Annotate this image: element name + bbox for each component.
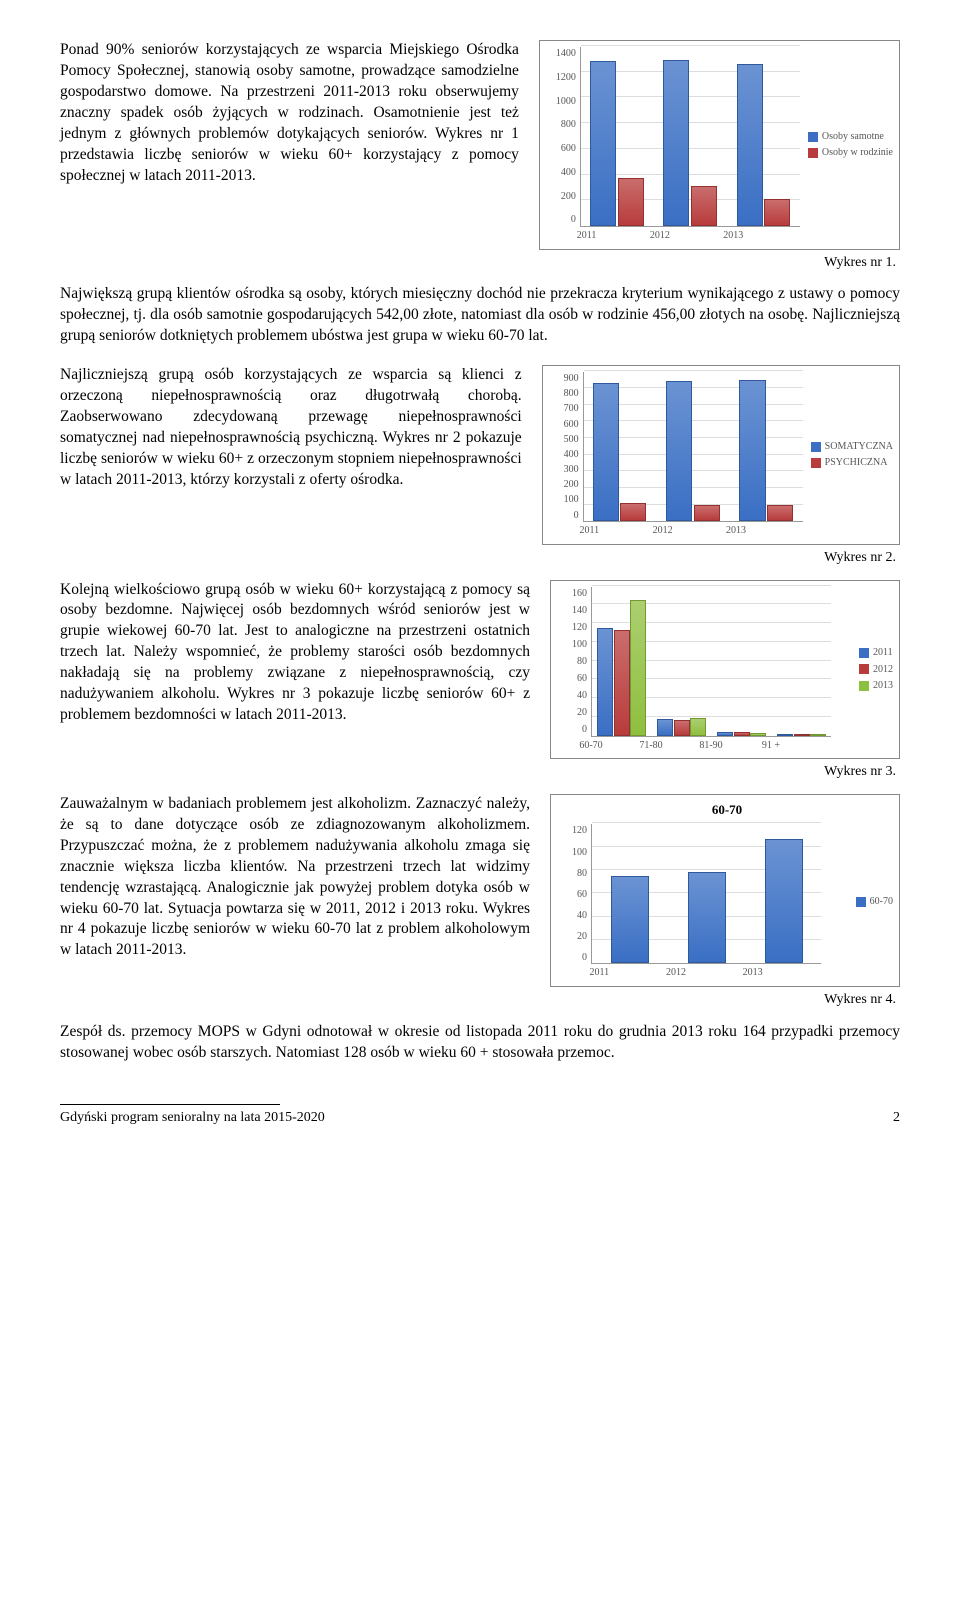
bar: [739, 380, 765, 522]
chart-4-caption: Wykres nr 4.: [550, 991, 900, 1010]
chart-1: 0200400600800100012001400201120122013Oso…: [539, 40, 900, 250]
bar: [618, 178, 644, 226]
bar: [764, 199, 790, 226]
bar: [767, 505, 793, 522]
bar: [614, 630, 630, 736]
chart-2-caption: Wykres nr 2.: [542, 549, 900, 568]
bar: [590, 61, 616, 226]
chart-4: 60-7002040608010012020112012201360-70: [550, 794, 900, 987]
paragraph-3: Najliczniejszą grupą osób korzystających…: [60, 365, 522, 491]
chart-3-caption: Wykres nr 3.: [550, 763, 900, 782]
bar: [810, 734, 826, 736]
chart-2: 0100200300400500600700800900201120122013…: [542, 365, 900, 545]
footer-separator: [60, 1104, 280, 1105]
paragraph-1: Ponad 90% seniorów korzystających ze wsp…: [60, 40, 519, 186]
bar: [666, 381, 692, 521]
bar: [611, 876, 649, 964]
bar: [657, 719, 673, 736]
chart-legend: 201120122013: [859, 643, 893, 696]
bar: [663, 60, 689, 226]
bar: [777, 734, 793, 736]
bar: [750, 733, 766, 736]
bar: [620, 503, 646, 521]
chart-title: 60-70: [561, 801, 893, 819]
bar: [690, 718, 706, 736]
chart-3: 02040608010012014016060-7071-8081-9091 +…: [550, 580, 900, 760]
paragraph-5: Zauważalnym w badaniach problemem jest a…: [60, 794, 530, 961]
page-number: 2: [893, 1109, 900, 1128]
bar: [597, 628, 613, 736]
chart-legend: SOMATYCZNAPSYCHICZNA: [811, 437, 893, 473]
bar: [688, 872, 726, 963]
bar: [694, 505, 720, 522]
paragraph-2: Największą grupą klientów ośrodka są oso…: [60, 284, 900, 347]
bar: [734, 732, 750, 736]
chart-legend: Osoby samotneOsoby w rodzinie: [808, 127, 893, 163]
paragraph-6: Zespół ds. przemocy MOPS w Gdyni odnotow…: [60, 1022, 900, 1064]
chart-legend: 60-70: [856, 892, 893, 912]
bar: [717, 732, 733, 736]
bar: [674, 720, 690, 736]
bar: [691, 186, 717, 226]
bar: [593, 383, 619, 521]
bar: [765, 839, 803, 964]
paragraph-4: Kolejną wielkościowo grupą osób w wieku …: [60, 580, 530, 726]
footer-text: Gdyński program senioralny na lata 2015-…: [60, 1109, 325, 1128]
chart-1-caption: Wykres nr 1.: [539, 254, 900, 273]
bar: [737, 64, 763, 226]
bar: [794, 734, 810, 736]
bar: [630, 600, 646, 736]
